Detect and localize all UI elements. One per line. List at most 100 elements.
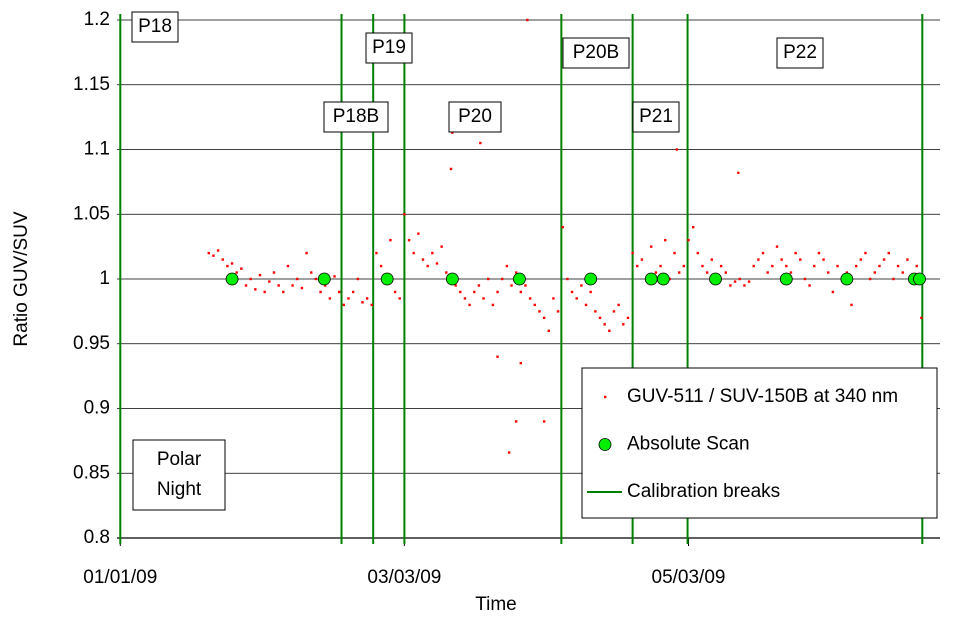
data-point [882, 258, 886, 261]
data-point [859, 258, 863, 261]
data-point [570, 290, 574, 294]
data-point [654, 271, 658, 274]
data-point [272, 271, 276, 274]
data-point [636, 264, 639, 268]
data-point [249, 277, 252, 281]
data-point [463, 297, 467, 300]
data-point [426, 264, 429, 268]
absolute-scan [584, 272, 598, 286]
absolute-scan [913, 272, 926, 286]
period-label: P20B [573, 42, 619, 63]
data-point [496, 290, 499, 294]
data-point [738, 277, 741, 281]
data-point [673, 251, 676, 255]
data-point [263, 290, 266, 294]
data-point [691, 226, 695, 229]
data-point [566, 277, 569, 281]
data-point [389, 238, 392, 242]
data-point [542, 316, 546, 320]
data-point [659, 264, 662, 268]
data-point [479, 141, 482, 145]
data-point [310, 271, 313, 274]
data-point [296, 277, 299, 281]
data-point [542, 420, 546, 423]
period-label-box [131, 11, 179, 43]
period-label: P18B [333, 106, 379, 127]
data-point [789, 271, 793, 274]
y-tick-label: 1.2 [84, 9, 110, 30]
data-point [701, 264, 704, 268]
x-axis-label: Time [475, 594, 517, 615]
data-point [533, 303, 537, 307]
data-point [538, 310, 541, 313]
data-point [547, 329, 550, 332]
data-point [854, 264, 858, 268]
data-point [314, 277, 318, 281]
data-point [799, 258, 802, 261]
data-point [286, 264, 290, 268]
data-point [668, 277, 672, 281]
data-point [519, 290, 523, 294]
data-point [724, 271, 727, 274]
data-point [617, 303, 620, 307]
data-point [398, 297, 401, 300]
absolute-scan [380, 272, 394, 286]
data-point [598, 316, 602, 320]
data-point [277, 284, 280, 287]
data-point [845, 271, 849, 274]
data-point [710, 258, 713, 261]
data-point [235, 271, 238, 274]
period-label-line: Night [157, 479, 202, 500]
data-point [240, 267, 243, 270]
data-point [920, 316, 923, 320]
period-label: P21 [639, 106, 673, 127]
absolute-scan [225, 272, 239, 286]
data-point [514, 420, 518, 423]
data-point [342, 303, 346, 307]
data-point [817, 251, 821, 255]
absolute-scan [513, 272, 526, 286]
data-point [775, 245, 779, 248]
data-point [896, 264, 900, 268]
data-point [696, 251, 700, 255]
data-point [319, 290, 322, 294]
legend-label: GUV-511 / SUV-150B at 340 nm [627, 386, 898, 407]
data-point [328, 297, 332, 300]
data-point [864, 251, 867, 255]
data-point [584, 303, 588, 307]
data-point [212, 254, 215, 257]
data-point [365, 297, 369, 300]
data-point [575, 297, 578, 300]
period-label: P18 [138, 16, 172, 37]
data-point [487, 277, 490, 281]
data-point [785, 264, 788, 268]
data-point [757, 258, 760, 261]
data-point [454, 284, 457, 287]
data-point [221, 258, 224, 261]
period-label-box [132, 439, 226, 511]
data-point [906, 258, 909, 261]
y-tick-label: 1.05 [73, 203, 110, 224]
data-point [244, 284, 248, 287]
data-point [510, 284, 513, 287]
data-point [640, 258, 644, 261]
y-tick-label: 0.9 [84, 398, 110, 419]
data-point [603, 323, 606, 326]
absolute-scan [779, 272, 793, 286]
data-point [477, 284, 481, 287]
data-point [780, 258, 783, 261]
data-point [449, 167, 453, 171]
period-label-box [448, 101, 502, 133]
y-tick-label: 1.15 [73, 74, 110, 95]
data-point [230, 262, 234, 265]
y-tick-label: 0.95 [73, 333, 110, 354]
data-point [612, 310, 616, 313]
data-point [878, 264, 881, 268]
x-tick-label: 01/01/09 [83, 567, 157, 588]
data-point [761, 251, 765, 255]
data-point [705, 271, 709, 274]
data-point [361, 301, 364, 304]
legend-label: Calibration breaks [627, 481, 780, 502]
data-point [207, 251, 210, 255]
data-point [561, 226, 564, 229]
